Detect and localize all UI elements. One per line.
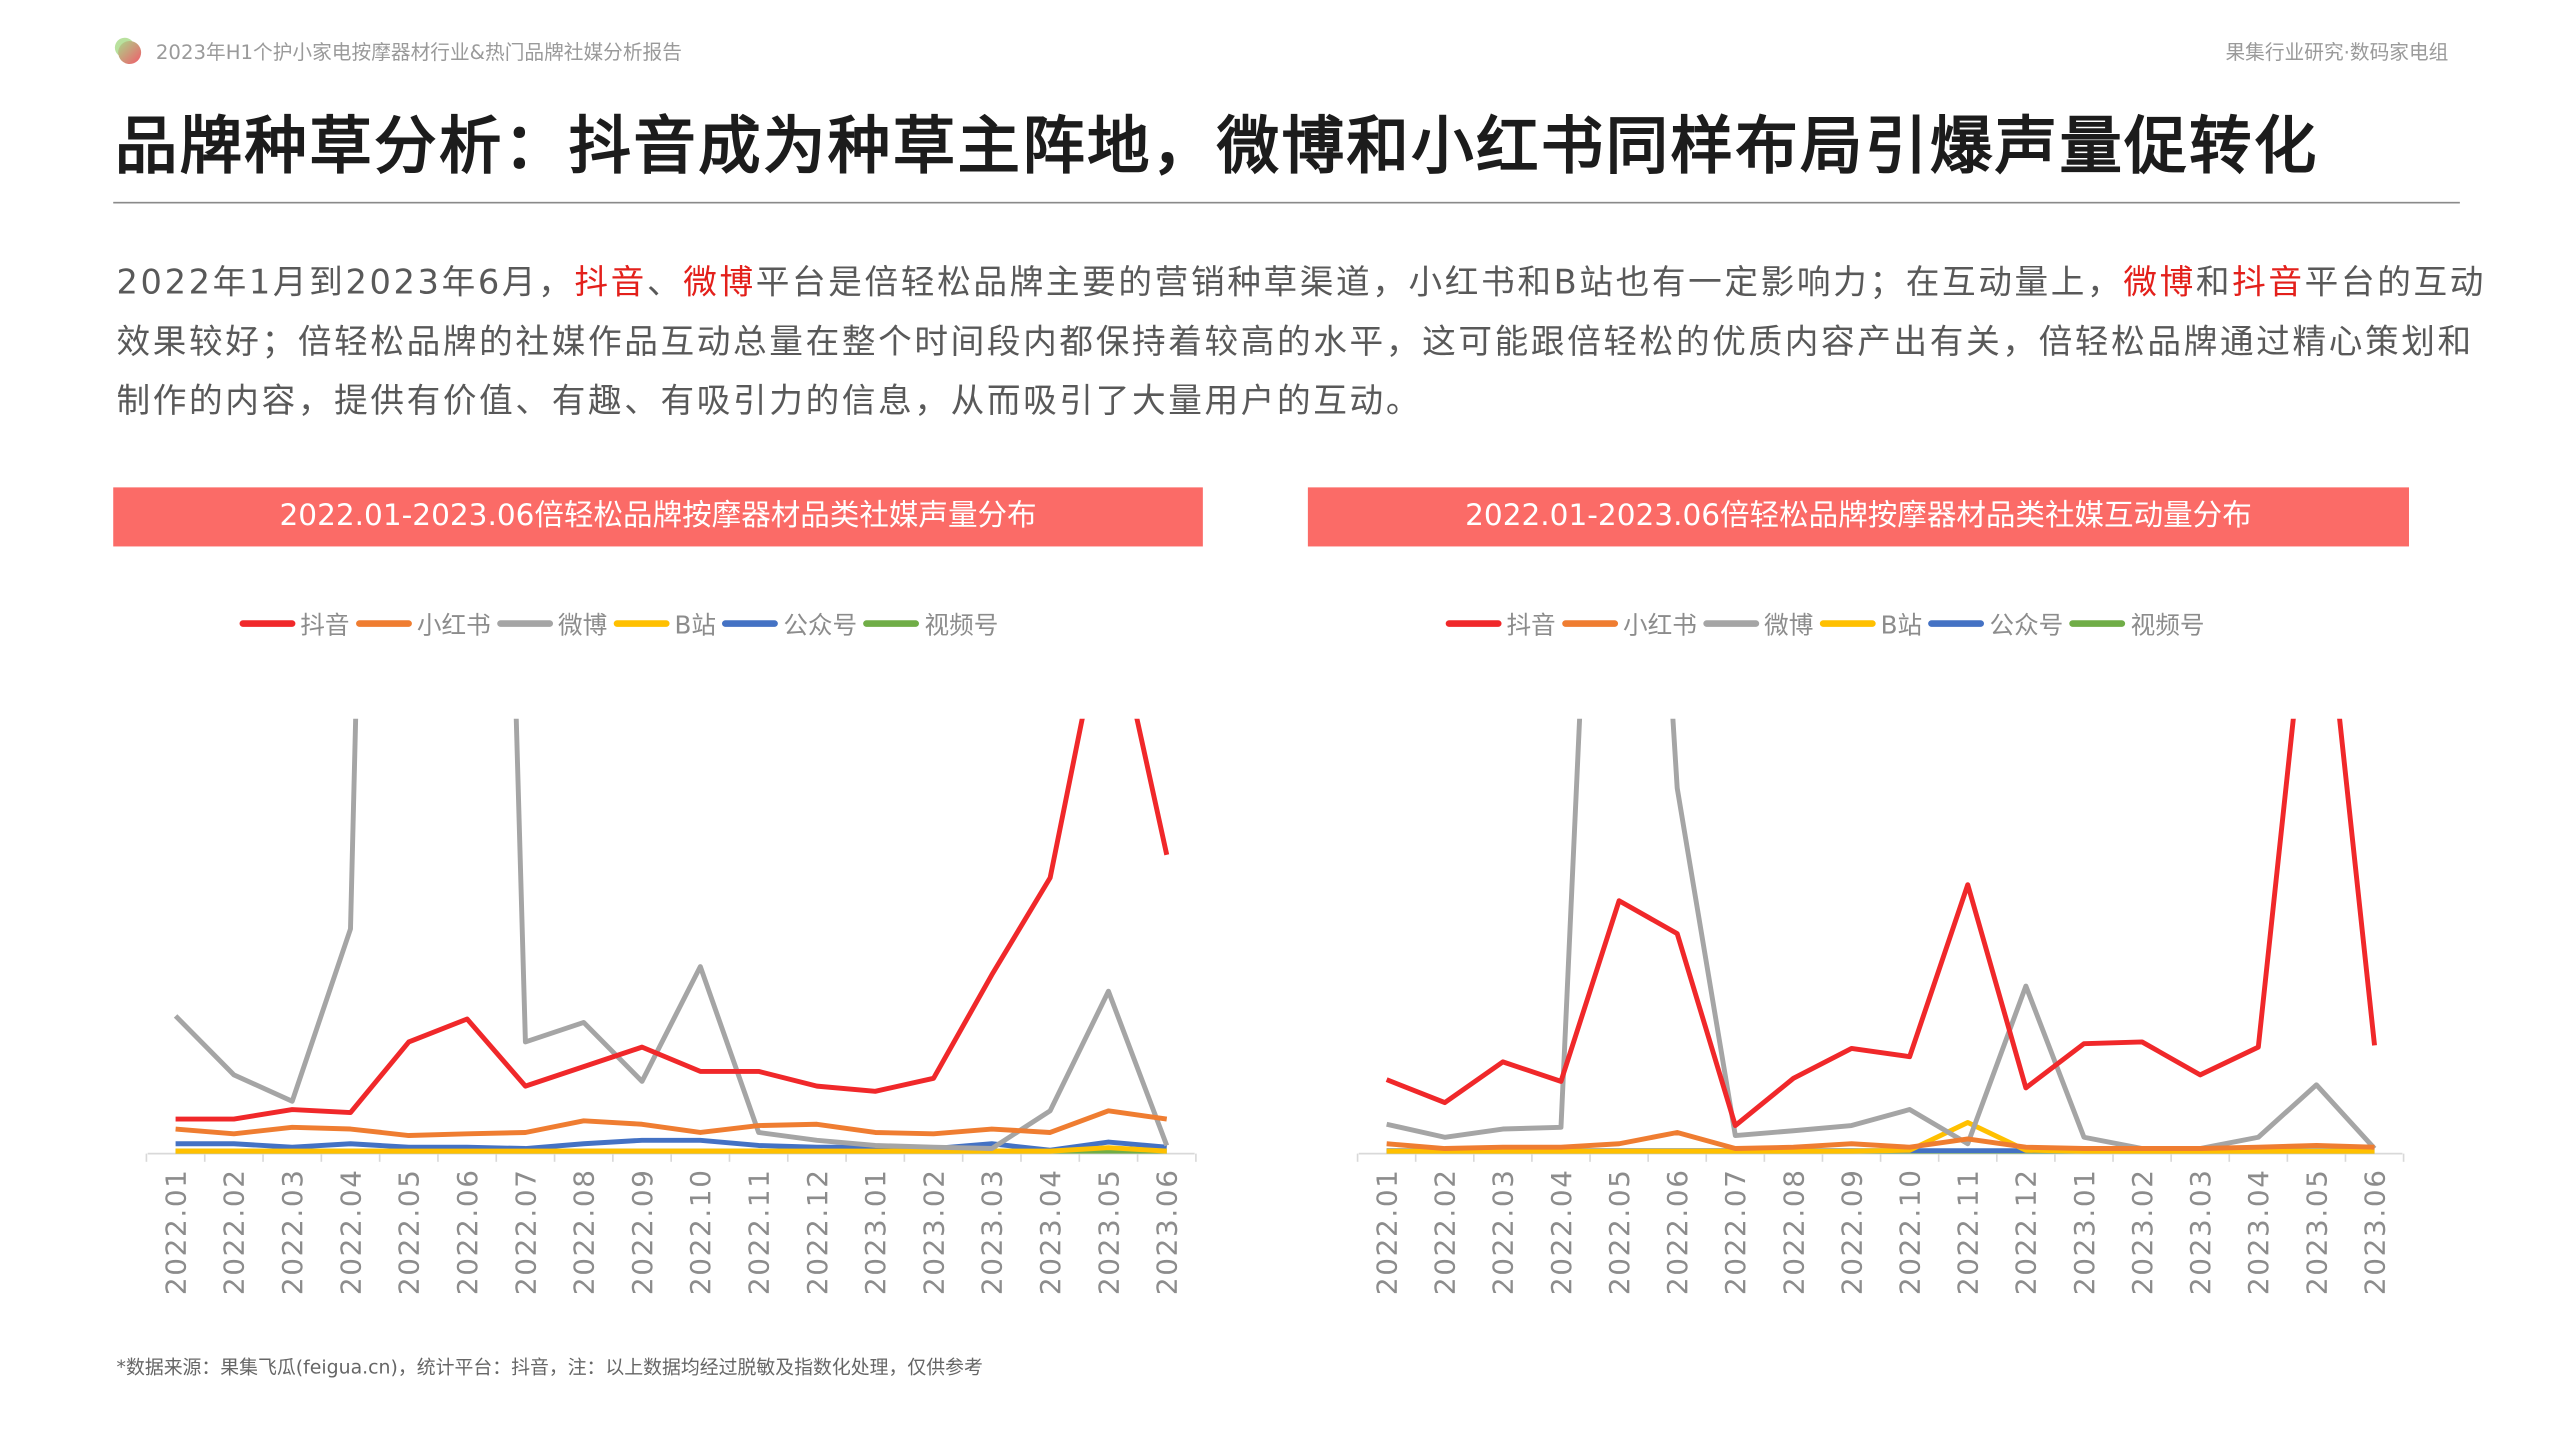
x-tick-label: 2023.02: [917, 1168, 950, 1295]
legend-label: 视频号: [924, 609, 999, 640]
series-line-微博: [1386, 718, 2377, 1151]
series-line-小红书: [1386, 1130, 2375, 1151]
legend-label: 视频号: [2130, 609, 2205, 640]
x-tick-label: 2022.06: [1661, 1168, 1694, 1295]
series-line-B站: [175, 1145, 1167, 1154]
series-line-小红书: [175, 1108, 1168, 1138]
highlighted-platform: 微博: [2123, 262, 2196, 302]
summary-text: 2022年1月到2023年6月，: [116, 262, 575, 302]
chart-legend-volume: 抖音 小红书 微博 B站 公众号 视频号: [239, 606, 1005, 642]
x-tick-label: 2022.12: [2010, 1168, 2043, 1295]
legend-swatch: [722, 620, 779, 627]
legend-swatch: [239, 620, 296, 627]
summary-text: 和: [2195, 262, 2233, 302]
summary-paragraph: 2022年1月到2023年6月，抖音、微博平台是倍轻松品牌主要的营销种草渠道，小…: [117, 253, 2496, 430]
legend-swatch: [863, 620, 920, 627]
series-line-B站: [1386, 1120, 2375, 1154]
summary-text: 平台是倍轻松品牌主要的营销种草渠道，小红书和B站也有一定影响力；在互动量上，: [755, 262, 2124, 302]
x-tick-label: 2023.05: [2300, 1168, 2333, 1295]
x-tick-label: 2023.01: [859, 1168, 892, 1295]
chart-legend-interaction: 抖音 小红书 微博 B站 公众号 视频号: [1445, 606, 2211, 642]
x-tick-label: 2022.04: [1545, 1168, 1578, 1295]
legend-swatch: [1928, 620, 1985, 627]
x-tick-label: 2022.09: [1835, 1168, 1868, 1295]
series-line-抖音: [1385, 718, 2377, 1129]
x-tick-label: 2023.05: [1092, 1168, 1125, 1295]
summary-text: 平台的互动效果较好；倍轻松品牌的社媒作品互动总量在整个时间段内都保持着较高的水平…: [116, 262, 2487, 421]
x-tick-label: 2022.12: [801, 1168, 834, 1295]
document-title: 2023年H1个护小家电按摩器材行业&热门品牌社媒分析报告: [155, 41, 682, 64]
x-tick-label: 2022.04: [334, 1168, 367, 1295]
legend-swatch: [497, 620, 554, 627]
data-source-footnote: *数据来源：果集飞瓜(feigua.cn)，统计平台：抖音，注：以上数据均经过脱…: [116, 1355, 983, 1379]
legend-swatch: [1703, 620, 1760, 627]
x-tick-label: 2022.02: [218, 1168, 251, 1295]
x-tick-label: 2022.06: [451, 1168, 484, 1295]
x-tick-label: 2022.02: [1429, 1168, 1462, 1295]
series-line-抖音: [175, 718, 1170, 1122]
legend-swatch: [2069, 620, 2126, 627]
x-tick-label: 2022.05: [393, 1168, 426, 1295]
x-tick-label: 2022.08: [568, 1168, 601, 1295]
x-tick-label: 2022.07: [509, 1168, 542, 1295]
x-tick-label: 2023.06: [1151, 1168, 1184, 1295]
legend-label: 公众号: [1989, 609, 2064, 640]
x-tick-label: 2022.03: [1487, 1168, 1520, 1295]
x-tick-label: 2023.03: [976, 1168, 1009, 1295]
legend-label: 小红书: [1622, 609, 1697, 640]
x-tick-label: 2022.11: [1952, 1168, 1985, 1295]
chart-title-volume: 2022.01-2023.06倍轻松品牌按摩器材品类社媒声量分布: [113, 487, 1203, 547]
x-tick-label: 2022.09: [626, 1168, 659, 1295]
x-tick-label: 2022.07: [1719, 1168, 1752, 1295]
organization-label: 果集行业研究·数码家电组: [2225, 41, 2449, 64]
legend-label: B站: [1880, 609, 1923, 640]
legend-swatch: [1562, 620, 1619, 627]
legend-label: 公众号: [783, 609, 858, 640]
summary-text: 、: [646, 262, 684, 302]
chart-title-interaction: 2022.01-2023.06倍轻松品牌按摩器材品类社媒互动量分布: [1307, 487, 2409, 547]
x-tick-label: 2022.11: [742, 1168, 775, 1295]
x-tick-label: 2023.02: [2126, 1168, 2159, 1295]
highlighted-platform: 抖音: [2232, 262, 2305, 302]
logo-icon: [114, 37, 142, 64]
x-tick-label: 2022.03: [276, 1168, 309, 1295]
highlighted-platform: 抖音: [574, 262, 647, 302]
legend-swatch: [356, 620, 412, 627]
x-tick-label: 2022.08: [1777, 1168, 1810, 1295]
legend-swatch: [613, 620, 670, 627]
x-tick-label: 2023.01: [2068, 1168, 2101, 1295]
page-title: 品牌种草分析：抖音成为种草主阵地，微博和小红书同样布局引爆声量促转化: [114, 109, 2319, 183]
x-tick-label: 2023.06: [2358, 1168, 2391, 1295]
legend-label: 抖音: [1506, 609, 1556, 640]
x-tick-label: 2023.04: [2242, 1168, 2275, 1295]
legend-swatch: [1819, 620, 1876, 627]
legend-label: 微博: [557, 609, 608, 640]
title-divider: [113, 201, 2460, 204]
x-tick-label: 2022.10: [684, 1168, 717, 1295]
x-tick-label: 2023.03: [2184, 1168, 2217, 1295]
legend-label: B站: [674, 609, 717, 640]
x-tick-label: 2022.01: [1370, 1168, 1403, 1295]
legend-label: 小红书: [416, 609, 491, 640]
x-tick-label: 2022.05: [1603, 1168, 1636, 1295]
x-tick-label: 2022.10: [1893, 1168, 1926, 1295]
highlighted-platform: 微博: [683, 262, 756, 302]
series-line-微博: [173, 718, 1170, 1151]
x-tick-label: 2022.01: [159, 1168, 192, 1295]
x-tick-label: 2023.04: [1034, 1168, 1067, 1295]
legend-label: 抖音: [300, 609, 350, 640]
legend-label: 微博: [1764, 609, 1814, 640]
legend-swatch: [1445, 620, 1502, 627]
